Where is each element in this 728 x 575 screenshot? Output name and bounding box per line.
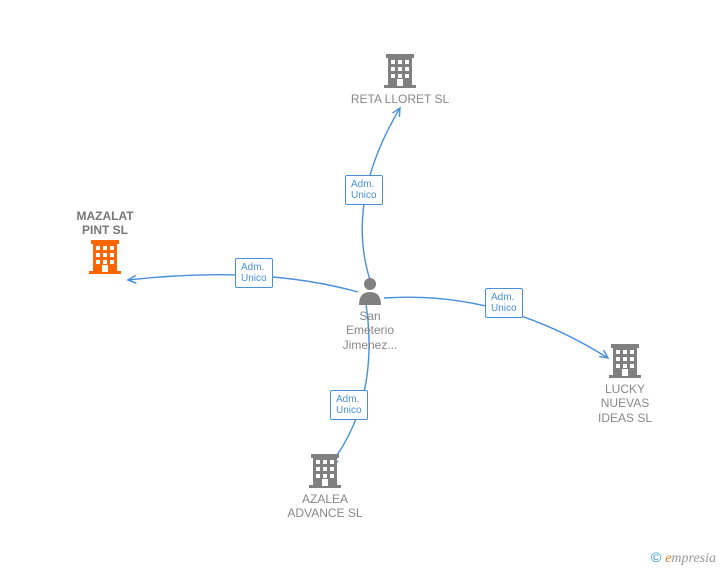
edge-label: Adm. Unico: [345, 175, 383, 205]
building-icon: [309, 452, 341, 488]
person-label: San Emeterio Jimenez...: [325, 309, 415, 352]
edge-label: Adm. Unico: [485, 288, 523, 318]
person-icon: [357, 275, 383, 305]
company-label: LUCKY NUEVAS IDEAS SL: [565, 382, 685, 425]
company-node-mazalat[interactable]: MAZALAT PINT SL: [45, 205, 165, 274]
company-node-lucky[interactable]: LUCKY NUEVAS IDEAS SL: [565, 342, 685, 425]
company-label: MAZALAT PINT SL: [45, 209, 165, 238]
edge-label: Adm. Unico: [330, 390, 368, 420]
edge-label: Adm. Unico: [235, 258, 273, 288]
building-icon: [89, 238, 121, 274]
watermark: ©empresia: [651, 549, 716, 567]
person-node-center[interactable]: San Emeterio Jimenez...: [325, 275, 415, 352]
company-node-azalea[interactable]: AZALEA ADVANCE SL: [265, 452, 385, 521]
brand-rest: mpresia: [671, 551, 716, 566]
building-icon: [384, 52, 416, 88]
copyright-symbol: ©: [651, 549, 661, 565]
company-label: RETA LLORET SL: [340, 92, 460, 106]
company-label: AZALEA ADVANCE SL: [265, 492, 385, 521]
building-icon: [609, 342, 641, 378]
company-node-reta[interactable]: RETA LLORET SL: [340, 52, 460, 106]
